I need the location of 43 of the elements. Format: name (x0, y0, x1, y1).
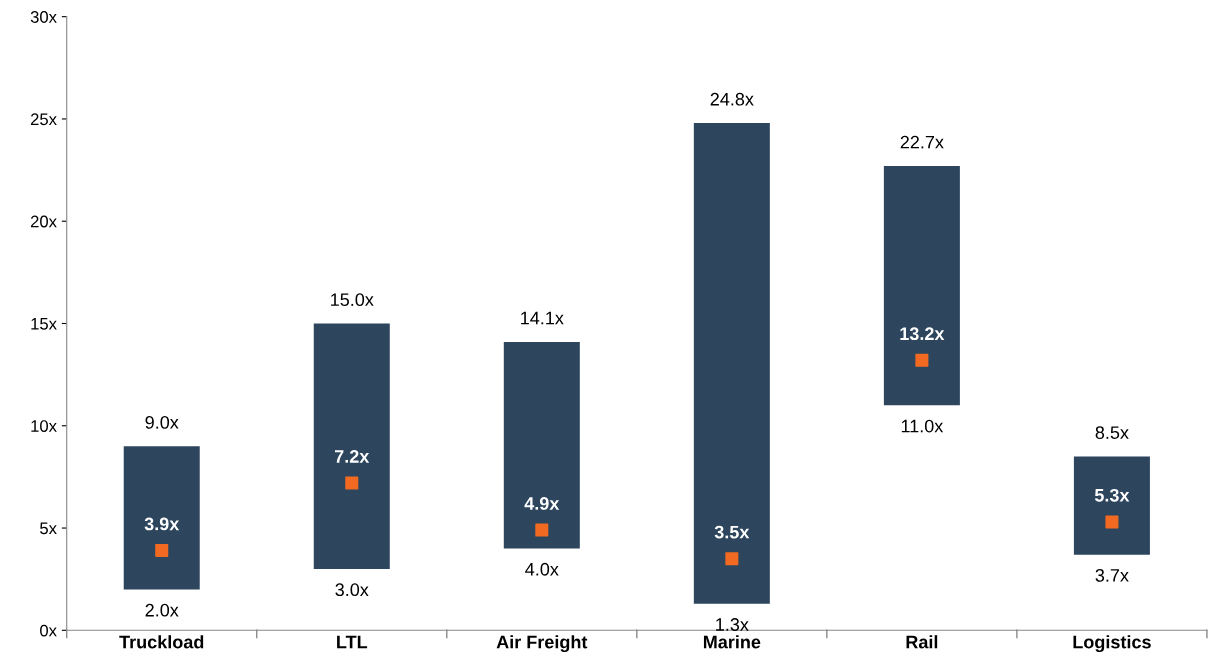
y-tick-label: 10x (31, 420, 57, 432)
y-tick-label: 20x (30, 215, 57, 228)
annotation: 9.0x (145, 415, 179, 429)
annotation: 2.0x (145, 603, 179, 617)
annotation: 14.1x (521, 311, 564, 325)
bar (503, 341, 580, 549)
x-tick-label: Air Freight (496, 635, 588, 653)
x-tick-label: LTL (337, 635, 368, 649)
point (345, 476, 359, 490)
y-tick-label: 15x (31, 318, 57, 330)
annotation: 3.7x (1095, 569, 1129, 582)
data-label: 13.2x (900, 327, 945, 341)
bar (313, 323, 390, 569)
annotation: 22.7x (900, 135, 944, 149)
data-label: 3.9x (144, 517, 180, 531)
bar (1073, 456, 1150, 555)
y-tick-label: 30x (30, 11, 57, 23)
x-tick-label: Marine (703, 635, 761, 649)
y-tick-label: 0x (40, 624, 57, 637)
point (725, 552, 739, 566)
y-tick-label: 5x (40, 522, 57, 535)
y-tick-label: 25x (30, 113, 57, 126)
data-label: 3.5x (714, 525, 750, 539)
bar (123, 446, 200, 590)
point (535, 523, 549, 537)
bar (693, 123, 770, 604)
x-tick-label: Rail (906, 635, 938, 649)
data-label: 5.3x (1094, 488, 1130, 502)
annotation: 8.5x (1095, 426, 1129, 439)
annotation: 4.0x (525, 562, 559, 576)
annotation: 3.0x (335, 583, 369, 597)
data-label: 4.9x (524, 497, 560, 510)
bar (883, 165, 960, 406)
point (155, 544, 169, 558)
annotation: 15.0x (331, 293, 374, 307)
point (1105, 515, 1119, 529)
point (915, 353, 929, 367)
annotation: 11.0x (901, 419, 944, 433)
x-tick-label: Logistics (1073, 635, 1151, 653)
x-tick-label: Truckload (119, 635, 204, 649)
data-label: 7.2x (334, 450, 370, 463)
annotation: 24.8x (710, 92, 754, 106)
annotation: 1.3x (716, 618, 749, 631)
